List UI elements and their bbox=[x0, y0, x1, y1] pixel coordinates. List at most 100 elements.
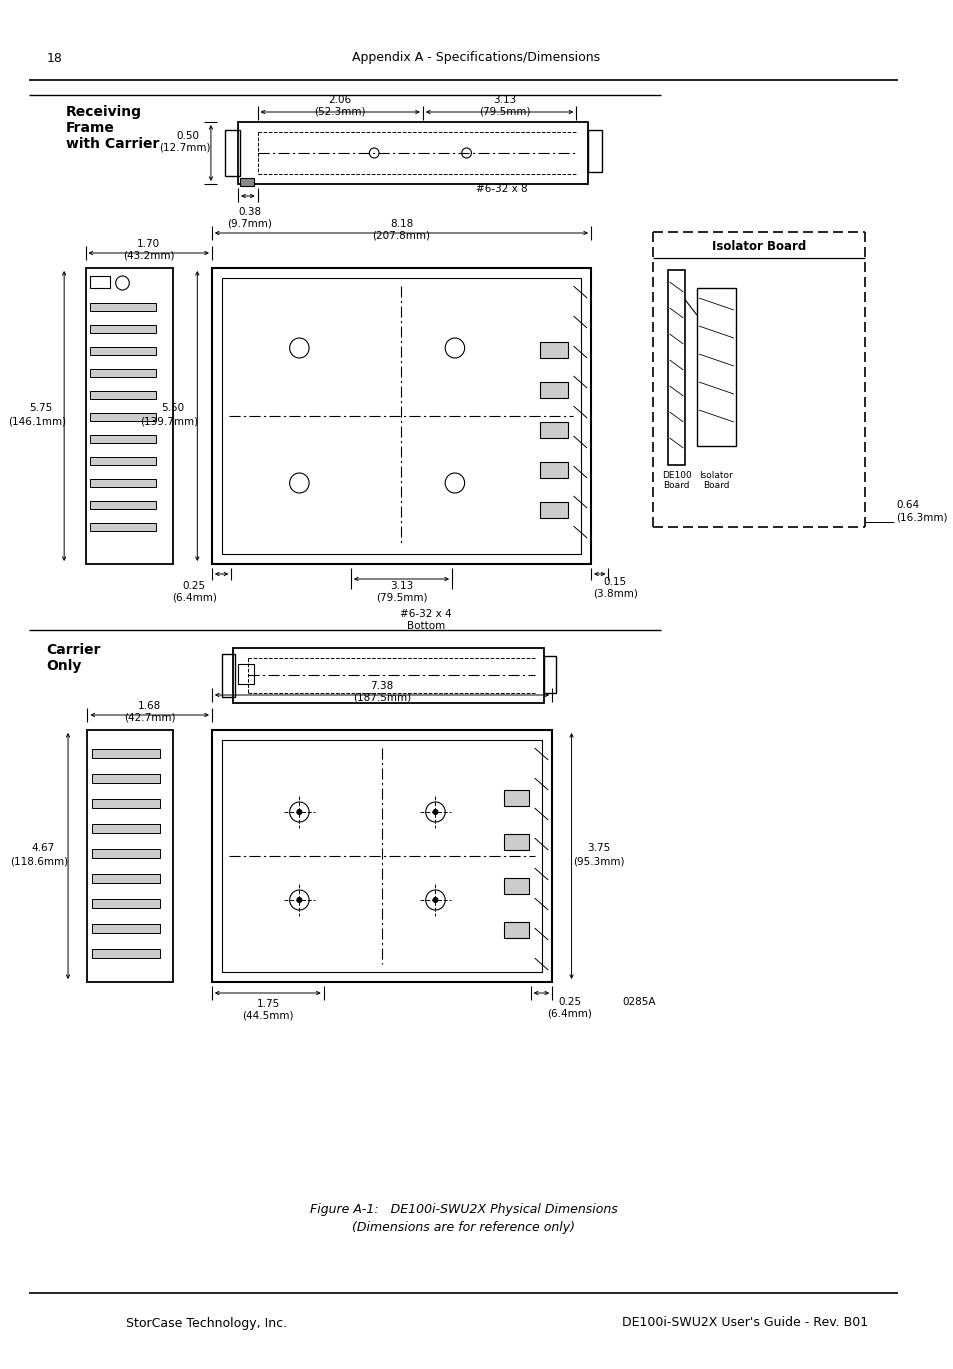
Bar bbox=[92, 873, 160, 883]
Text: (139.7mm): (139.7mm) bbox=[140, 418, 198, 427]
Bar bbox=[91, 457, 156, 465]
Circle shape bbox=[296, 809, 301, 815]
Bar bbox=[503, 921, 528, 938]
Bar bbox=[240, 178, 253, 186]
Text: 0.38: 0.38 bbox=[238, 207, 261, 218]
Bar bbox=[92, 773, 160, 783]
Text: Only: Only bbox=[47, 658, 82, 674]
Bar bbox=[233, 648, 544, 704]
Text: 2.06: 2.06 bbox=[328, 94, 352, 105]
Text: (6.4mm): (6.4mm) bbox=[547, 1009, 592, 1019]
Bar bbox=[539, 502, 567, 517]
Text: DE100: DE100 bbox=[661, 471, 691, 479]
Text: 0.64: 0.64 bbox=[895, 500, 919, 511]
Text: #6-32 x 8: #6-32 x 8 bbox=[476, 183, 527, 194]
Bar bbox=[221, 654, 235, 697]
Text: Board: Board bbox=[702, 482, 729, 490]
Text: Receiving: Receiving bbox=[66, 105, 142, 119]
Text: (52.3mm): (52.3mm) bbox=[314, 107, 366, 116]
Text: (44.5mm): (44.5mm) bbox=[242, 1010, 294, 1021]
Bar bbox=[539, 382, 567, 398]
Text: (42.7mm): (42.7mm) bbox=[124, 713, 175, 723]
Bar bbox=[697, 287, 735, 446]
Text: (12.7mm): (12.7mm) bbox=[159, 142, 211, 153]
Text: 5.75: 5.75 bbox=[30, 402, 52, 413]
Bar bbox=[667, 270, 684, 465]
Text: StorCase Technology, Inc.: StorCase Technology, Inc. bbox=[126, 1317, 287, 1329]
Text: 0.50: 0.50 bbox=[176, 131, 199, 141]
Text: (118.6mm): (118.6mm) bbox=[10, 857, 68, 867]
Text: 1.75: 1.75 bbox=[256, 999, 279, 1009]
Text: (146.1mm): (146.1mm) bbox=[8, 418, 66, 427]
Circle shape bbox=[296, 898, 301, 902]
Text: (9.7mm): (9.7mm) bbox=[227, 219, 272, 229]
Bar bbox=[91, 277, 110, 287]
Text: Isolator: Isolator bbox=[699, 471, 733, 479]
Text: Board: Board bbox=[662, 482, 689, 490]
Text: (79.5mm): (79.5mm) bbox=[478, 107, 530, 116]
Bar bbox=[212, 268, 590, 564]
Text: (16.3mm): (16.3mm) bbox=[895, 512, 946, 522]
Bar bbox=[91, 370, 156, 376]
Text: Figure A-1:   DE100i-SWU2X Physical Dimensions: Figure A-1: DE100i-SWU2X Physical Dimens… bbox=[310, 1203, 617, 1217]
Bar bbox=[221, 741, 542, 972]
Bar bbox=[238, 664, 253, 684]
Text: (95.3mm): (95.3mm) bbox=[573, 857, 624, 867]
Bar bbox=[91, 413, 156, 422]
Text: 0.25: 0.25 bbox=[558, 997, 580, 1008]
Text: (207.8mm): (207.8mm) bbox=[372, 231, 430, 241]
Bar bbox=[539, 342, 567, 359]
Text: 5.50: 5.50 bbox=[161, 402, 184, 413]
Bar bbox=[91, 346, 156, 355]
Bar bbox=[92, 849, 160, 858]
Bar bbox=[91, 435, 156, 444]
Bar bbox=[92, 949, 160, 958]
Bar bbox=[92, 799, 160, 808]
Text: 7.38: 7.38 bbox=[370, 680, 394, 691]
Text: 18: 18 bbox=[47, 52, 63, 64]
Text: (3.8mm): (3.8mm) bbox=[592, 589, 637, 600]
Bar bbox=[92, 899, 160, 908]
Bar bbox=[221, 278, 580, 554]
Bar bbox=[503, 878, 528, 894]
Bar bbox=[91, 392, 156, 398]
Bar bbox=[91, 479, 156, 487]
Text: 0285A: 0285A bbox=[621, 997, 655, 1008]
Bar bbox=[91, 303, 156, 311]
Text: (187.5mm): (187.5mm) bbox=[353, 693, 411, 704]
Text: Appendix A - Specifications/Dimensions: Appendix A - Specifications/Dimensions bbox=[352, 52, 599, 64]
Text: with Carrier: with Carrier bbox=[66, 137, 159, 151]
Text: 4.67: 4.67 bbox=[31, 843, 54, 853]
Bar bbox=[92, 924, 160, 934]
Text: 8.18: 8.18 bbox=[390, 219, 413, 229]
Bar bbox=[503, 834, 528, 850]
Bar bbox=[539, 461, 567, 478]
Text: #6-32 x 4: #6-32 x 4 bbox=[399, 609, 451, 619]
Bar bbox=[91, 523, 156, 531]
Text: 0.15: 0.15 bbox=[603, 576, 626, 587]
Bar bbox=[91, 501, 156, 509]
Text: (43.2mm): (43.2mm) bbox=[123, 251, 174, 261]
Bar bbox=[503, 790, 528, 806]
Text: 1.70: 1.70 bbox=[137, 240, 160, 249]
Bar bbox=[91, 324, 156, 333]
Circle shape bbox=[433, 809, 437, 815]
Text: 0.25: 0.25 bbox=[183, 580, 206, 591]
Text: Isolator Board: Isolator Board bbox=[711, 240, 805, 252]
Text: Carrier: Carrier bbox=[47, 643, 101, 657]
Bar bbox=[92, 824, 160, 832]
Circle shape bbox=[433, 898, 437, 902]
Bar bbox=[587, 130, 601, 172]
Bar bbox=[224, 130, 240, 177]
Text: Bottom: Bottom bbox=[406, 622, 444, 631]
Bar bbox=[544, 656, 556, 693]
Text: (79.5mm): (79.5mm) bbox=[375, 593, 427, 602]
Bar bbox=[238, 122, 587, 183]
Text: 3.75: 3.75 bbox=[586, 843, 610, 853]
Text: 3.13: 3.13 bbox=[493, 94, 516, 105]
Bar bbox=[539, 422, 567, 438]
Text: (6.4mm): (6.4mm) bbox=[172, 593, 216, 602]
Text: Frame: Frame bbox=[66, 120, 115, 136]
Bar bbox=[212, 730, 552, 982]
Bar bbox=[88, 730, 172, 982]
